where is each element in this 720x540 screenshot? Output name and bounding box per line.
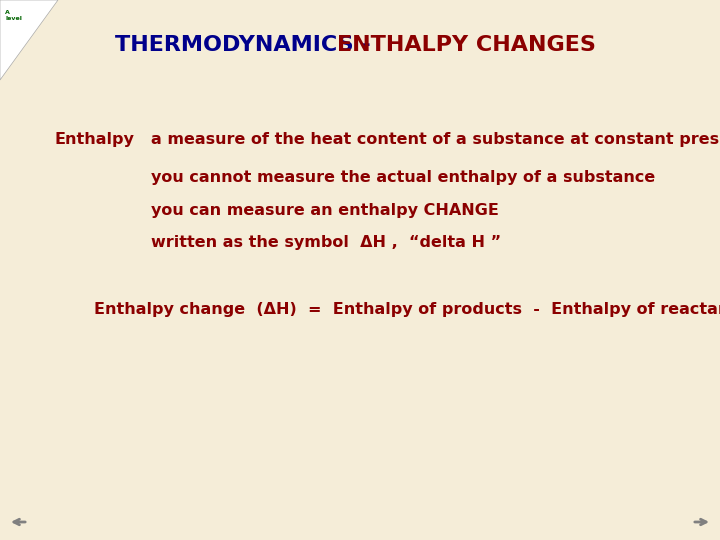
Text: Enthalpy change  (ΔH)  =  Enthalpy of products  -  Enthalpy of reactants: Enthalpy change (ΔH) = Enthalpy of produ… xyxy=(94,302,720,318)
Text: ENTHALPY CHANGES: ENTHALPY CHANGES xyxy=(337,35,596,55)
Text: written as the symbol  ΔH ,  “delta H ”: written as the symbol ΔH , “delta H ” xyxy=(151,235,501,250)
Text: Enthalpy: Enthalpy xyxy=(54,132,134,147)
Text: THERMODYNAMICS -: THERMODYNAMICS - xyxy=(115,35,379,55)
Polygon shape xyxy=(0,0,58,80)
Text: you can measure an enthalpy CHANGE: you can measure an enthalpy CHANGE xyxy=(151,202,499,218)
Text: A
level: A level xyxy=(5,10,22,21)
Text: you cannot measure the actual enthalpy of a substance: you cannot measure the actual enthalpy o… xyxy=(151,170,655,185)
Text: a measure of the heat content of a substance at constant pressure: a measure of the heat content of a subst… xyxy=(151,132,720,147)
